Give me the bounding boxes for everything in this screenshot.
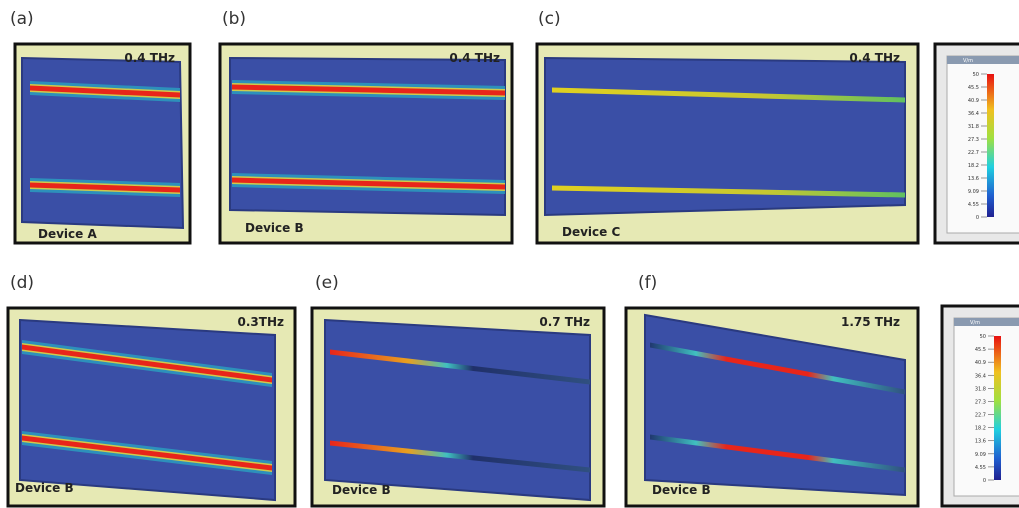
device-label: Device A (38, 227, 97, 241)
figure: (a) 0.4 THz Device A (b) 0.4 THz Device B (c) 0… (0, 0, 1019, 508)
colorbar-tick-label: 4.55 (975, 465, 986, 471)
colorbar-tick-label: 50 (973, 72, 979, 78)
frequency-label: 0.4 THz (449, 51, 500, 65)
colorbar-tick-label: 18.2 (968, 163, 979, 169)
colorbar-tick-label: 45.5 (975, 347, 986, 353)
colorbar-tick-label: 27.3 (968, 137, 979, 143)
colorbar-gradient (994, 336, 1001, 480)
frequency-label: 0.3THz (238, 315, 284, 329)
frequency-label: 0.4 THz (849, 51, 900, 65)
device-label: Device B (652, 483, 711, 497)
panel-label: (e) (315, 273, 339, 293)
colorbar-tick-label: 22.7 (968, 150, 979, 156)
panel: (e) 0.7 THz Device B (312, 273, 604, 506)
colorbar-tick-label: 36.4 (968, 111, 979, 117)
colorbar-tick-label: 36.4 (975, 373, 986, 379)
colorbar-tick-label: 31.8 (975, 386, 986, 392)
colorbar-panel (947, 56, 1019, 233)
colorbar-tick-label: 13.6 (968, 176, 979, 182)
panel-label: (a) (10, 9, 34, 29)
colorbar-tick-label: 9.09 (968, 189, 979, 195)
frequency-label: 1.75 THz (841, 315, 900, 329)
device-label: Device B (15, 481, 74, 495)
colorbar-tick-label: 40.9 (975, 360, 986, 366)
frequency-label: 0.7 THz (539, 315, 590, 329)
panel-label: (f) (638, 273, 657, 293)
colorbar-unit: V/m (963, 58, 973, 64)
colorbar-unit: V/m (970, 320, 980, 326)
frequency-label: 0.4 THz (124, 51, 175, 65)
colorbar-header (954, 318, 1019, 326)
panel: (c) 0.4 THz Device C (537, 9, 918, 243)
panel-label: (b) (222, 9, 246, 29)
panel-label: (c) (538, 9, 561, 29)
panel: (a) 0.4 THz Device A (10, 9, 190, 243)
panel: (d) 0.3THz Device B (8, 273, 295, 506)
device-slab (325, 320, 590, 500)
colorbar-tick-label: 45.5 (968, 85, 979, 91)
colorbar-tick-label: 50 (980, 334, 986, 340)
colorbar-panel (954, 318, 1019, 496)
colorbar-tick-label: 13.6 (975, 439, 986, 445)
colorbar-tick-label: 40.9 (968, 98, 979, 104)
device-label: Device B (245, 221, 304, 235)
colorbar-tick-label: 27.3 (975, 399, 986, 405)
colorbar-tick-label: 31.8 (968, 124, 979, 130)
colorbar-gradient (987, 74, 994, 217)
panel: (f) 1.75 THz Device B (626, 273, 918, 506)
colorbar-tick-label: 0 (983, 478, 986, 484)
panel: (b) 0.4 THz Device B (220, 9, 512, 243)
colorbar-tick-label: 9.09 (975, 452, 986, 458)
colorbar-tick-label: 22.7 (975, 413, 986, 419)
colorbar-header (947, 56, 1019, 64)
colorbar: V/m 50 45.5 40.9 36.4 31.8 27.3 22.7 18.2 13.6 9.0… (942, 306, 1019, 506)
colorbar-tick-label: 0 (976, 215, 979, 221)
device-label: Device C (562, 225, 620, 239)
colorbar-tick-label: 4.55 (968, 202, 979, 208)
panel-label: (d) (10, 273, 34, 293)
device-label: Device B (332, 483, 391, 497)
colorbar: V/m 50 45.5 40.9 36.4 31.8 27.3 22.7 18.2 13.6 9.0… (935, 44, 1019, 243)
colorbar-tick-label: 18.2 (975, 426, 986, 432)
